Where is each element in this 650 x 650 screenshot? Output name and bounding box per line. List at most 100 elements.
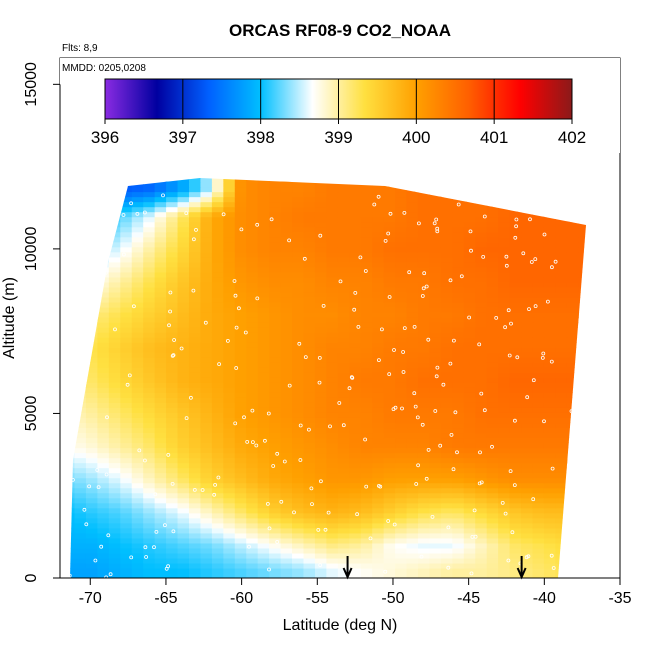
field-cell (566, 397, 579, 403)
field-cell (486, 487, 499, 494)
field-cell (269, 352, 282, 358)
field-cell (452, 301, 465, 308)
field-cell (395, 206, 408, 213)
field-cell (566, 246, 579, 253)
field-cell (108, 261, 121, 268)
field-cell (211, 467, 224, 474)
field-cell (532, 522, 545, 529)
field-cell (257, 472, 270, 479)
field-cell (326, 261, 339, 268)
sample-point (494, 315, 499, 320)
field-cell (246, 231, 259, 238)
sample-point (82, 507, 87, 512)
field-cell (234, 507, 247, 514)
field-cell (257, 482, 270, 489)
field-cell (532, 281, 545, 288)
sample-point (200, 488, 205, 492)
field-cell (532, 246, 545, 253)
field-cell (326, 452, 339, 459)
dates-annotation: MMDD: 0205,0208 (62, 63, 146, 74)
field-cell (543, 537, 556, 544)
field-cell (452, 457, 465, 464)
field-cell (360, 397, 373, 403)
field-cell (200, 512, 213, 519)
field-cell (452, 342, 465, 348)
field-cell (509, 301, 522, 308)
field-cell (257, 537, 270, 544)
field-cell (498, 477, 511, 484)
field-cell (154, 226, 167, 233)
field-cell (223, 427, 236, 434)
field-cell (143, 567, 156, 574)
field-cell (97, 422, 110, 429)
field-cell (303, 216, 316, 223)
field-cell (486, 337, 499, 343)
field-cell (395, 347, 408, 353)
field-cell (372, 367, 385, 373)
field-cell (337, 296, 350, 303)
field-cell (349, 191, 362, 198)
field-cell (246, 502, 259, 509)
field-cell (521, 427, 534, 434)
field-cell (486, 397, 499, 403)
field-cell (74, 181, 87, 188)
sample-point (391, 407, 396, 412)
field-cell (417, 402, 431, 408)
field-cell (246, 472, 259, 479)
field-cell (166, 427, 179, 434)
field-cell (337, 261, 350, 268)
field-cell (395, 502, 408, 509)
field-cell (337, 372, 350, 378)
field-cell (521, 462, 534, 469)
field-cell (143, 442, 156, 449)
field-cell (532, 527, 545, 534)
field-cell (314, 497, 327, 504)
field-cell (143, 417, 156, 424)
field-cell (452, 392, 465, 398)
field-cell (314, 236, 327, 243)
field-cell (509, 201, 522, 208)
field-cell (120, 537, 133, 544)
field-cell (257, 271, 270, 278)
field-cell (532, 382, 545, 388)
field-cell (246, 337, 259, 343)
field-cell (509, 196, 522, 203)
field-cell (269, 447, 282, 454)
field-cell (74, 362, 87, 368)
field-cell (326, 562, 339, 569)
field-cell (314, 467, 327, 474)
field-cell (463, 477, 476, 484)
field-cell (463, 382, 476, 388)
field-cell (486, 211, 499, 218)
field-cell (188, 317, 202, 323)
field-cell (566, 311, 579, 318)
field-cell (486, 322, 499, 328)
field-cell (177, 462, 190, 469)
field-cell (143, 427, 156, 434)
field-cell (452, 266, 465, 273)
field-cell (543, 482, 556, 489)
field-cell (314, 357, 327, 363)
sample-point (162, 523, 167, 528)
field-cell (108, 256, 121, 263)
field-cell (326, 392, 339, 398)
field-cell (532, 367, 545, 373)
field-cell (440, 377, 453, 383)
field-cell (498, 181, 511, 188)
field-cell (97, 191, 110, 198)
field-cell (395, 241, 408, 248)
field-cell (395, 256, 408, 263)
field-cell (521, 407, 534, 413)
field-cell (234, 357, 247, 363)
field-cell (97, 527, 110, 534)
field-cell (349, 281, 362, 288)
field-cell (532, 392, 545, 398)
field-cell (372, 532, 385, 539)
field-cell (143, 301, 156, 308)
field-cell (509, 191, 522, 198)
field-cell (555, 211, 568, 218)
field-cell (74, 337, 87, 343)
field-cell (234, 256, 247, 263)
field-cell (70, 191, 76, 198)
field-cell (211, 236, 224, 243)
